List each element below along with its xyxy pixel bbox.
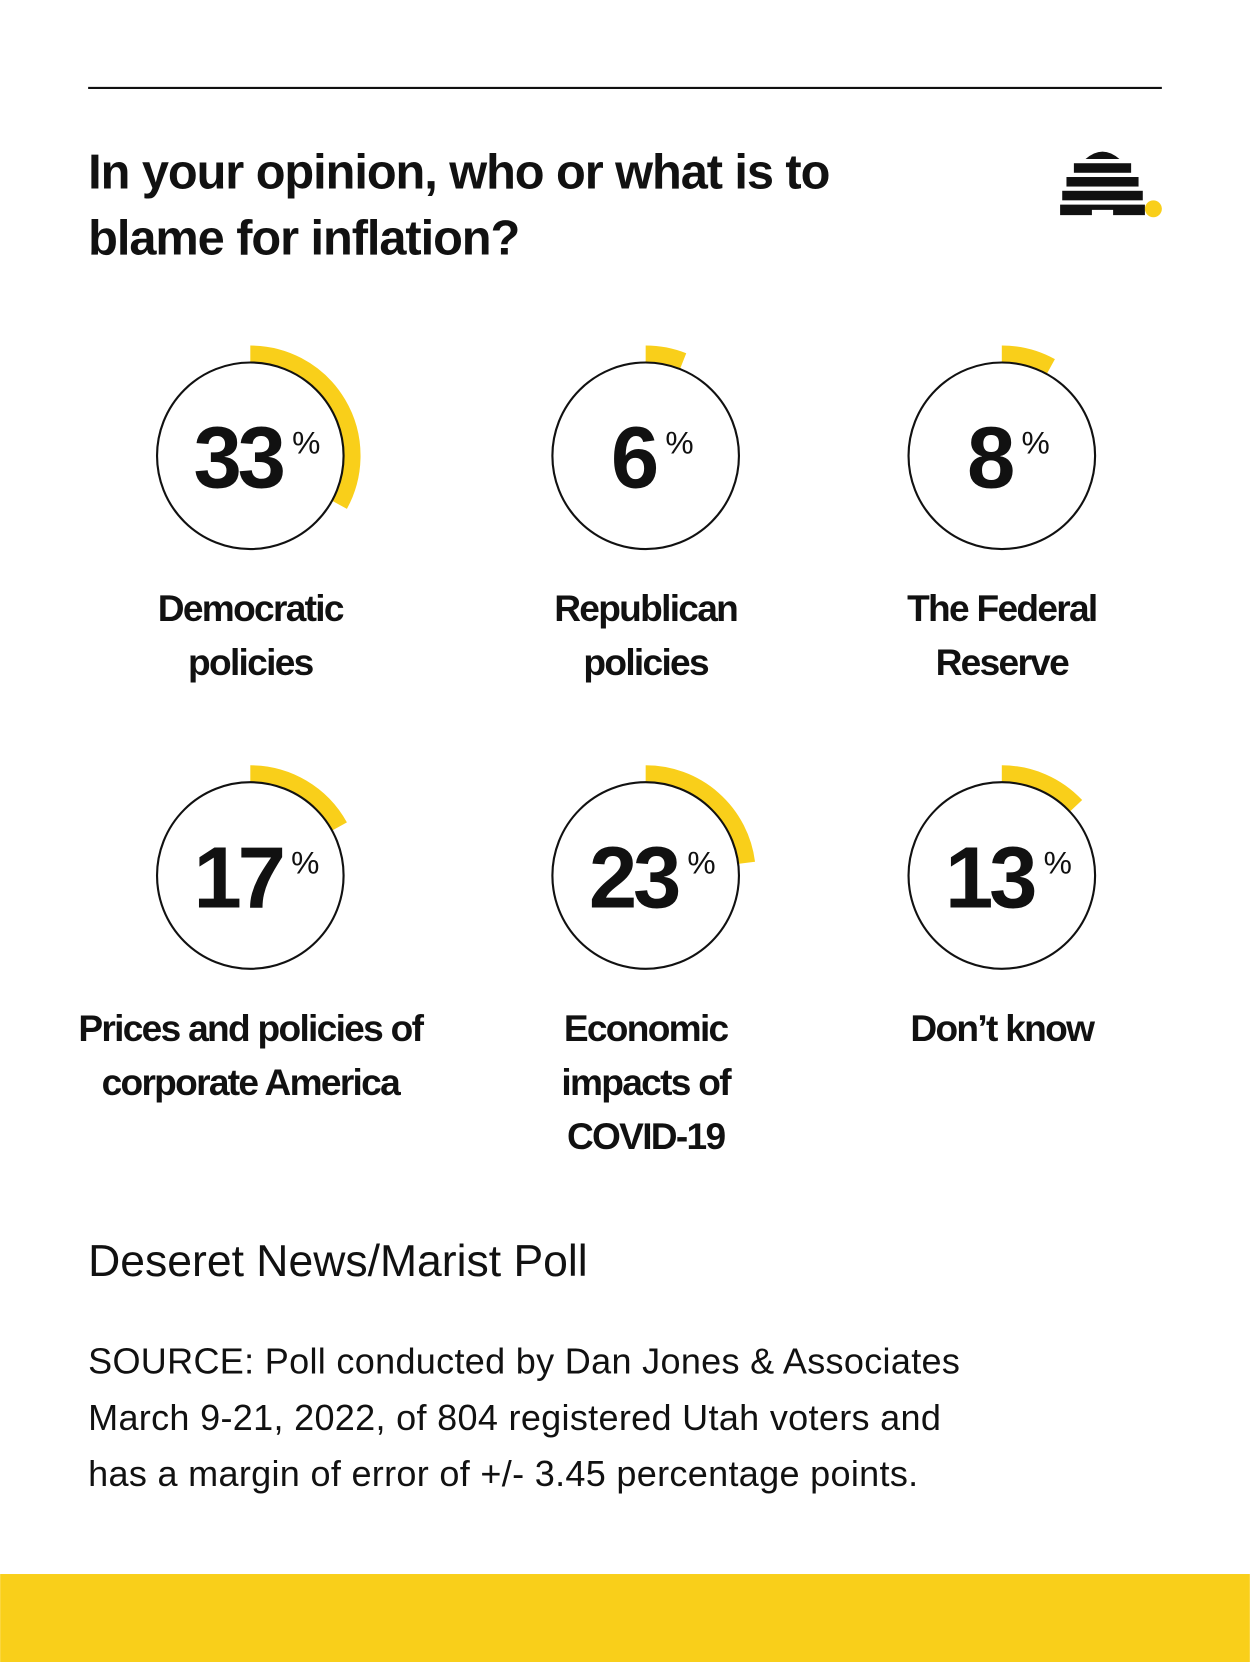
category-label: COVID-19 [567,1115,726,1157]
footer-bar [0,1574,1250,1662]
category-label: corporate America [102,1061,402,1103]
value-label: 8 [967,410,1013,507]
category-label: The Federal [907,587,1096,629]
unit-label: % [665,425,693,461]
category-label: Economic [564,1007,729,1049]
value-label: 23 [589,829,679,926]
category-label: impacts of [561,1061,732,1103]
category-label: Prices and policies of [78,1007,424,1049]
value-label: 6 [611,410,657,507]
ring [907,361,1097,551]
source-note: has a margin of error of +/- 3.45 percen… [88,1453,918,1494]
unit-label: % [1044,844,1072,880]
unit-label: % [1022,425,1050,461]
value-label: 17 [193,829,282,926]
source-note: SOURCE: Poll conducted by Dan Jones & As… [88,1341,960,1382]
value-label: 33 [193,410,283,507]
category-label: policies [583,641,709,683]
value-arc [250,345,361,509]
ring [155,781,345,970]
ring [907,781,1097,970]
chart-title: In your opinion, who or what is to [88,146,829,200]
unit-label: % [292,425,320,461]
logo [1060,151,1162,218]
chart-title: blame for inflation? [88,211,519,265]
unit-label: % [687,844,715,880]
value-label: 13 [945,829,1035,926]
unit-label: % [291,844,319,880]
value-arc [645,345,687,372]
source-note: March 9-21, 2022, of 804 registered Utah… [88,1397,941,1438]
value-arc [250,765,347,832]
category-label: Don’t know [910,1007,1095,1049]
ring [551,361,741,551]
category-label: Republican [554,587,737,629]
subtitle: Deseret News/Marist Poll [88,1237,588,1286]
category-label: Democratic [158,587,344,629]
ring [551,781,741,970]
category-label: policies [188,641,314,683]
category-label: Reserve [936,641,1070,683]
value-arc [1001,345,1055,377]
value-arc [645,765,756,865]
ring [155,361,345,551]
value-arc [1001,765,1083,814]
